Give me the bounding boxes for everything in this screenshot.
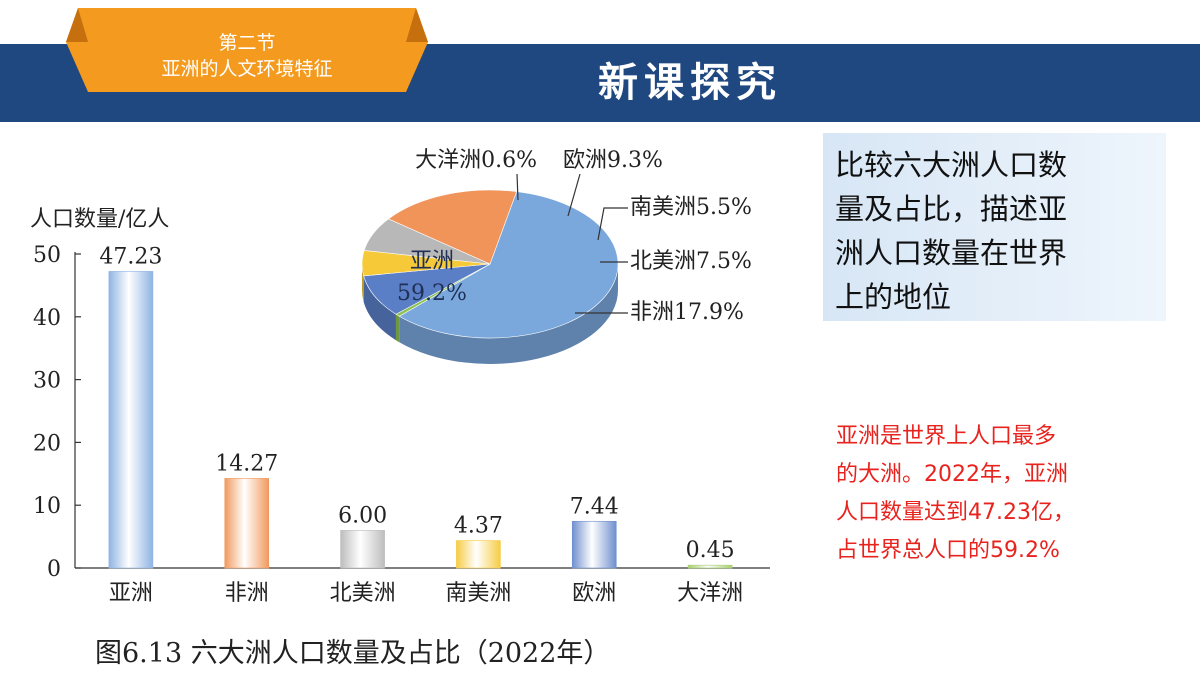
question-line-3: 洲人口数量在世界 bbox=[835, 236, 1068, 270]
pie-label-北美洲: 北美洲7.5% bbox=[630, 249, 752, 274]
answer-line-3: 人口数量达到47.23亿， bbox=[836, 500, 1075, 525]
x-tick-label: 南美洲 bbox=[445, 581, 511, 606]
x-tick-label: 北美洲 bbox=[330, 581, 396, 606]
answer-line-4: 占世界总人口的59.2% bbox=[836, 538, 1060, 563]
bar-大洋洲 bbox=[687, 564, 733, 569]
answer-text: 亚洲是世界上人口最多 的大洲。2022年，亚洲 人口数量达到47.23亿， 占世… bbox=[836, 418, 1166, 570]
bar-chart: 人口数量/亿人 0 10 20 30 40 50 47.23 亚洲 14.27 非洲 6.00 北美洲 4… bbox=[30, 207, 770, 606]
section-tab-fold-left bbox=[66, 8, 88, 42]
section-tab-shape bbox=[66, 8, 428, 92]
x-tick-label: 大洋洲 bbox=[677, 581, 743, 606]
answer-line-2: 的大洲。2022年，亚洲 bbox=[836, 462, 1068, 487]
pie-leader-大洋洲 bbox=[516, 173, 519, 201]
bar-南美洲 bbox=[456, 540, 501, 569]
x-tick-label: 非洲 bbox=[225, 581, 269, 606]
y-tick-label: 20 bbox=[33, 431, 61, 456]
bar-value-label: 4.37 bbox=[454, 514, 503, 539]
pie-side-欧洲 bbox=[363, 275, 396, 341]
bar-value-label: 0.45 bbox=[686, 538, 735, 563]
bar-value-label: 6.00 bbox=[338, 503, 387, 528]
pie-label-亚洲-pct: 59.2% bbox=[397, 281, 467, 306]
section-tab: 第二节 亚洲的人文环境特征 bbox=[66, 8, 428, 92]
section-tab-fold-right bbox=[406, 8, 428, 42]
section-title: 亚洲的人文环境特征 bbox=[161, 58, 333, 80]
pie-label-大洋洲: 大洋洲0.6% bbox=[415, 148, 537, 173]
y-tick-label: 50 bbox=[33, 243, 61, 268]
section-number: 第二节 bbox=[218, 32, 276, 54]
question-line-4: 上的地位 bbox=[835, 280, 952, 314]
pie-side-大洋洲 bbox=[395, 314, 400, 343]
figure-caption: 图6.13 六大洲人口数量及占比（2022年） bbox=[95, 638, 610, 669]
pie-leader-南美洲 bbox=[597, 207, 628, 241]
pie-label-欧洲: 欧洲9.3% bbox=[563, 148, 663, 173]
x-tick-label: 亚洲 bbox=[109, 581, 153, 606]
y-tick-label: 40 bbox=[33, 306, 61, 331]
x-tick-label: 欧洲 bbox=[572, 581, 616, 606]
pie-label-南美洲: 南美洲5.5% bbox=[630, 195, 752, 220]
population-figure: 人口数量/亿人 0 10 20 30 40 50 47.23 亚洲 14.27 非洲 6.00 北美洲 4… bbox=[30, 148, 770, 669]
pie-side-亚洲 bbox=[399, 264, 618, 364]
bar-非洲 bbox=[224, 478, 270, 569]
y-tick-label: 0 bbox=[47, 557, 61, 582]
page-title: 新课探究 bbox=[598, 60, 782, 106]
bar-北美洲 bbox=[340, 530, 385, 569]
pie-slice-亚洲 bbox=[398, 191, 619, 339]
y-axis-label: 人口数量/亿人 bbox=[30, 207, 169, 232]
question-box: 比较六大洲人口数 量及占比，描述亚 洲人口数量在世界 上的地位 bbox=[823, 133, 1166, 321]
section-tab-bg bbox=[66, 8, 428, 92]
pie-slice-非洲 bbox=[387, 189, 518, 265]
pie-label-亚洲: 亚洲 bbox=[410, 249, 454, 274]
question-line-1: 比较六大洲人口数 bbox=[835, 148, 1068, 182]
bar-value-label: 7.44 bbox=[570, 494, 619, 519]
answer-line-1: 亚洲是世界上人口最多 bbox=[836, 424, 1057, 449]
pie-leader-欧洲 bbox=[567, 173, 581, 217]
pie-side-南美洲 bbox=[362, 264, 364, 302]
pie-label-非洲: 非洲17.9% bbox=[630, 300, 744, 325]
bar-value-label: 14.27 bbox=[215, 451, 278, 476]
y-tick-label: 30 bbox=[33, 369, 61, 394]
bar-亚洲 bbox=[108, 271, 154, 569]
y-tick-label: 10 bbox=[33, 494, 61, 519]
pie-chart: 亚洲 59.2% 大洋洲0.6% 欧洲9.3% 南美洲5.5% 北美洲7.5% 非洲17.9… bbox=[361, 148, 752, 364]
bar-value-label: 47.23 bbox=[99, 244, 162, 269]
bar-欧洲 bbox=[571, 520, 617, 569]
question-line-2: 量及占比，描述亚 bbox=[835, 192, 1068, 226]
